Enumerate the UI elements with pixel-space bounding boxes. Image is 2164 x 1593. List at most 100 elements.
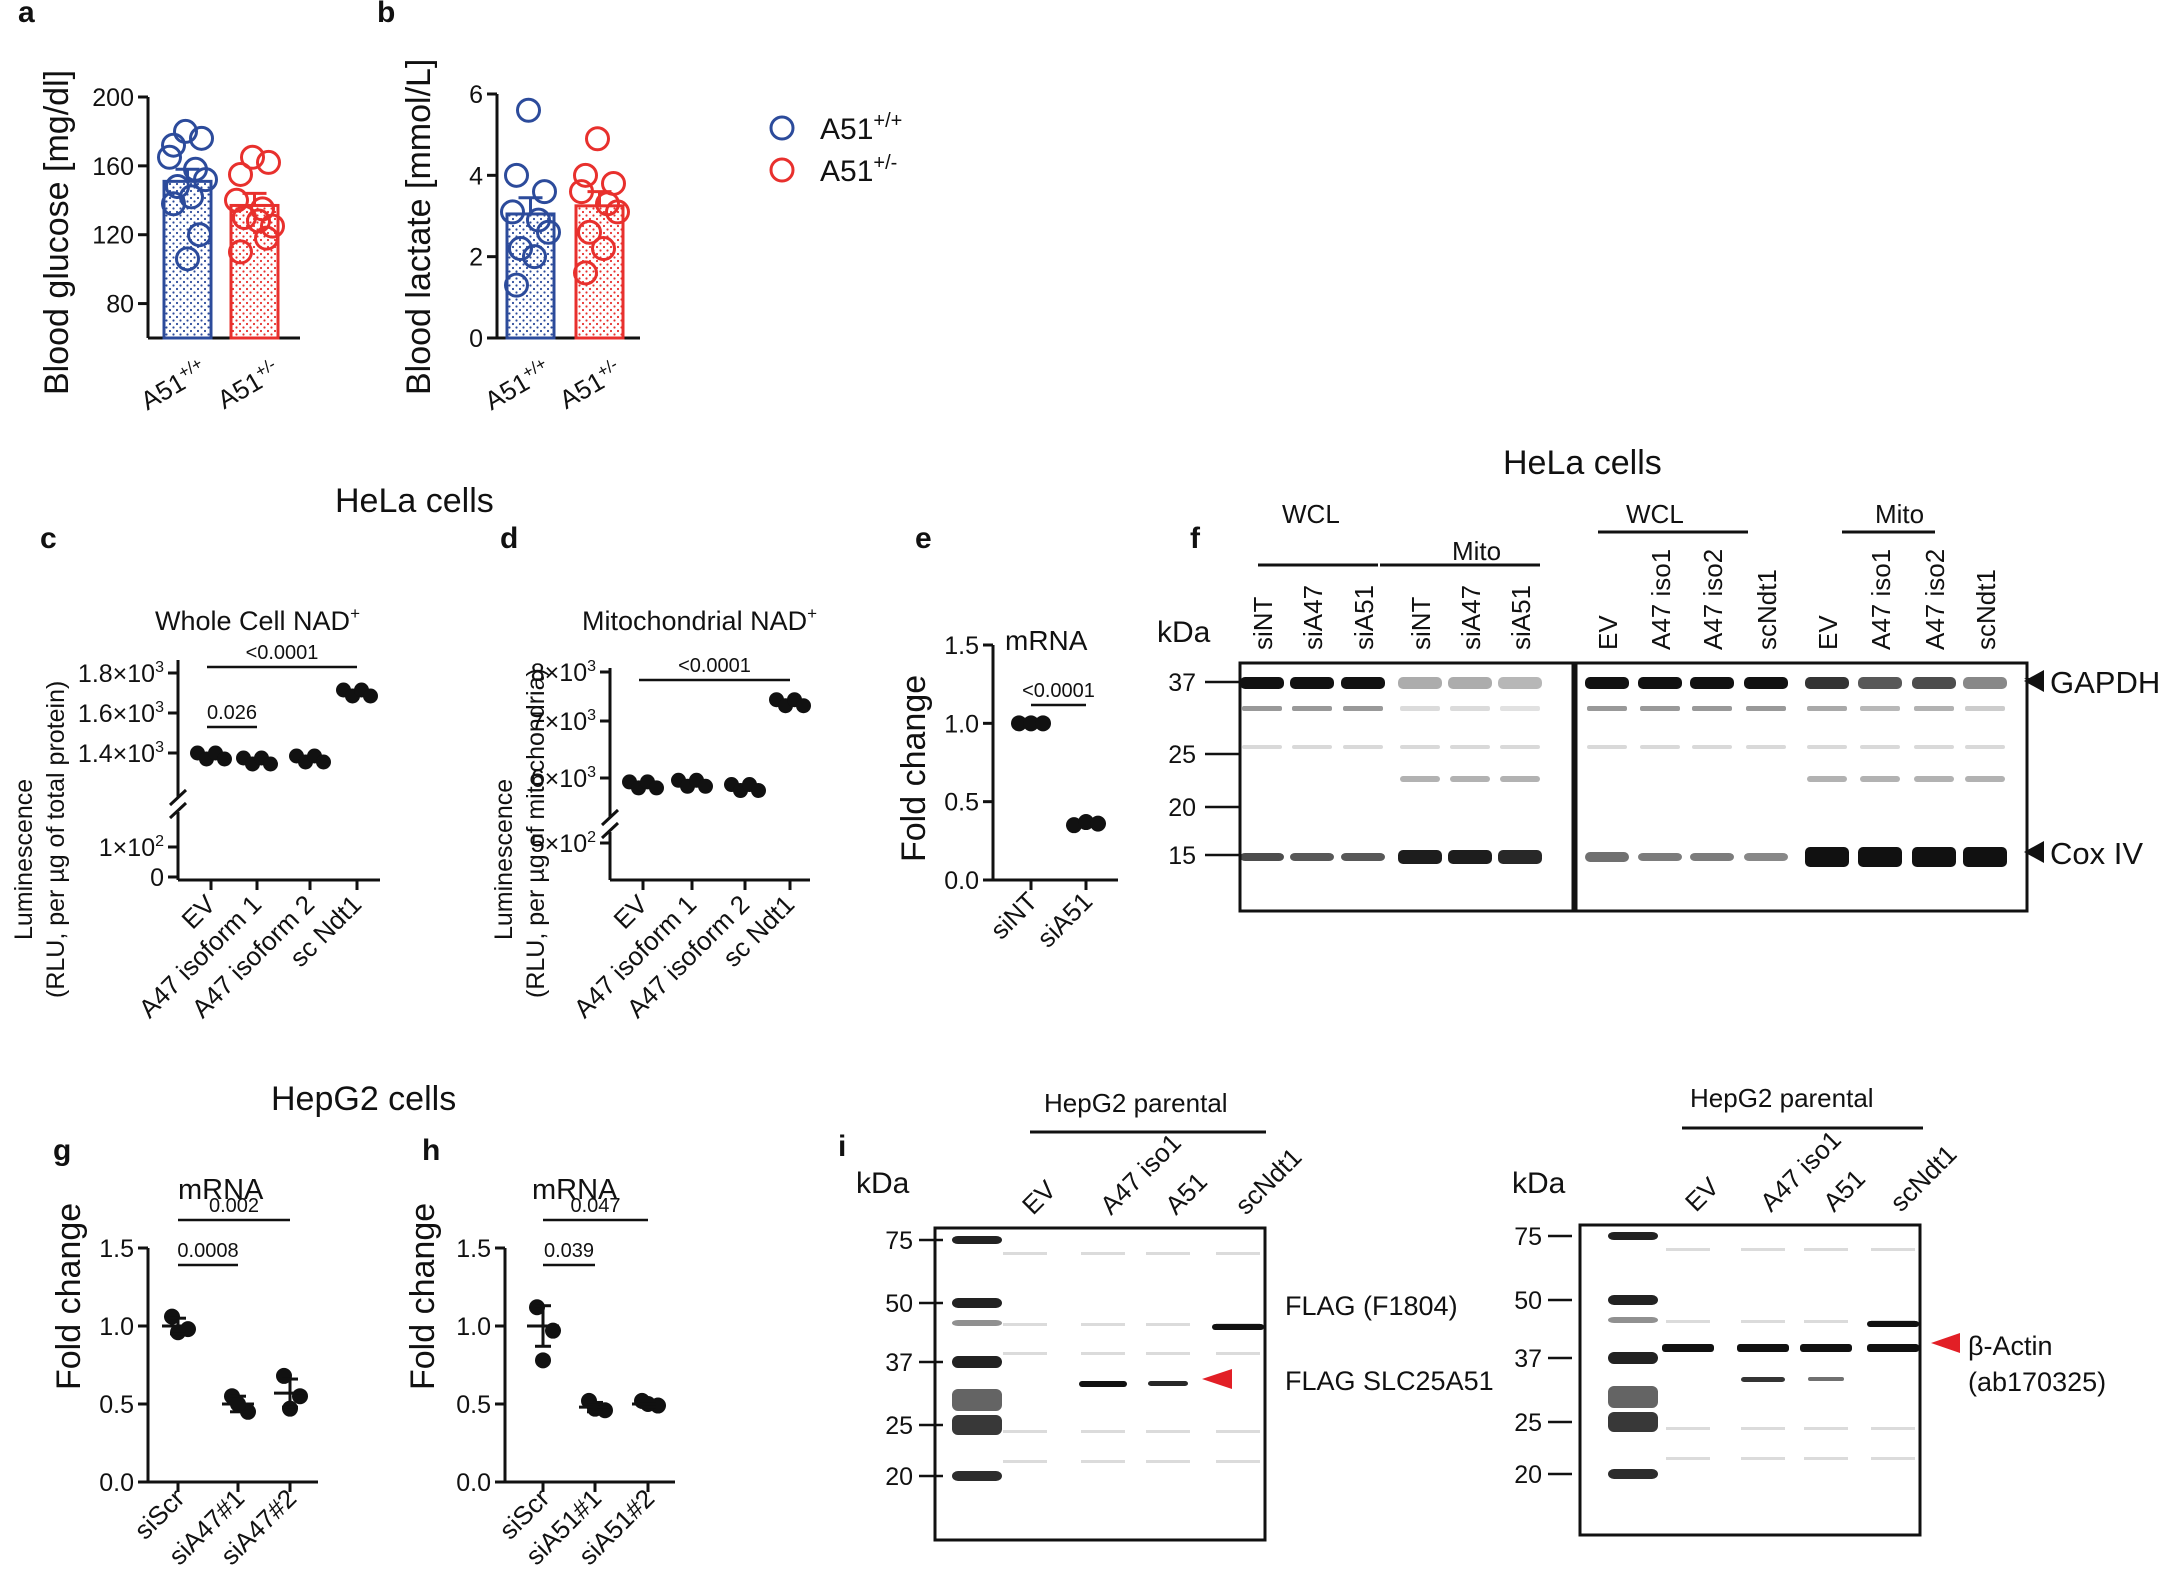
blot-f-band-minor (1450, 706, 1490, 711)
blot-f-band-minor (1400, 706, 1440, 711)
blot-i-band-a51 (1808, 1377, 1844, 1381)
chart-b-point (601, 170, 626, 196)
blot-i-ladder-band (952, 1389, 1002, 1411)
chart-e-ytick-label: 1.5 (944, 632, 979, 660)
chart-g-sig-label: 0.0008 (177, 1240, 238, 1262)
panel-label-g: g (53, 1134, 71, 1167)
chart-e-point (1066, 817, 1082, 834)
blot-f-band-coxiv (1690, 853, 1734, 861)
legend-het-marker (769, 157, 795, 183)
chart-g-point (292, 1388, 308, 1405)
blot-f-band-minor (1746, 706, 1786, 711)
blot-i-faint-band (1146, 1460, 1190, 1463)
chart-b: Blood lactate [mmol/L] 0 2 4 6 A51+/+ A51+/… (400, 59, 640, 416)
blot-i-band-flag-a51 (1148, 1381, 1188, 1386)
chart-d: Mitochondrial NAD+ Luminescence (RLU, pe… (490, 604, 817, 1024)
chart-b-point (573, 260, 598, 286)
blot-f-lane-label: A47 iso1 (1866, 549, 1896, 650)
blot-f-lane-label: EV (1813, 615, 1843, 650)
blot-f-band-faint (1640, 745, 1680, 749)
chart-e-point (1090, 815, 1106, 832)
chart-b-bar (505, 212, 556, 340)
chart-e: mRNA Fold change 0.00.51.01.5 siNTsiA51 … (895, 625, 1118, 953)
panel-label-f: f (1190, 522, 1201, 555)
blot-f-band-coxiv (1638, 853, 1682, 861)
chart-e-ytick-label: 0.5 (944, 789, 979, 817)
legend-wt-marker (769, 115, 795, 141)
blot-f-band-minor (1807, 706, 1847, 711)
legend: A51+/+ A51+/- (769, 110, 902, 188)
gapdh-arrow-icon (2024, 670, 2044, 692)
blot-i-lane-label: A51 (1159, 1166, 1213, 1220)
blot-f-marker-label: 15 (1168, 842, 1196, 870)
blot-i-faint-band (1081, 1460, 1125, 1463)
chart-d-ytick-label: 6×103 (531, 764, 596, 793)
chart-c-sig-label: 0.026 (207, 702, 257, 724)
blot-i-marker-label: 20 (1514, 1461, 1542, 1489)
chart-a-point (161, 191, 186, 217)
blot-f-band-mito (1807, 776, 1847, 782)
legend-wt-label: A51+/+ (820, 110, 902, 146)
hela-section-title: HeLa cells (335, 482, 494, 520)
chart-h-ytick-label: 0.5 (456, 1391, 491, 1419)
blot-f: WCL Mito WCL Mito siNT siA47 siA51 siNT siA4… (1157, 499, 2160, 913)
blot-f-band-gapdh (1912, 677, 1956, 689)
blot-f-band-coxiv (1963, 847, 2007, 867)
chart-g-ytick-label: 1.5 (99, 1235, 134, 1263)
blot-i-ladder-band (1608, 1412, 1658, 1432)
chart-b-ytick-label: 2 (469, 244, 483, 272)
blot-i-faint-band (1666, 1427, 1710, 1430)
blot-f-marker-label: 25 (1168, 741, 1196, 769)
chart-b-point (504, 162, 529, 188)
chart-h-sig-label: 0.047 (570, 1195, 620, 1217)
blot-f-band-mito (1965, 776, 2005, 782)
blot-i-faint-band (1146, 1252, 1190, 1255)
chart-g-title: mRNA (178, 1174, 264, 1206)
blot-f-band-minor (1860, 706, 1900, 711)
blot-f-band-coxiv (1805, 847, 1849, 867)
chart-a-xtick-het: A51+/- (212, 355, 285, 415)
blot-i-faint-band (1741, 1427, 1785, 1430)
blot-f-band-gapdh (1448, 677, 1492, 689)
blot-f-band-minor (1292, 706, 1332, 711)
blot-f-band-gapdh (1240, 677, 1284, 689)
blot-i-right-kda: kDa (1512, 1167, 1566, 1200)
blot-f-band-minor (1242, 706, 1282, 711)
blot-i-faint-band (1871, 1427, 1915, 1430)
chart-e-point (1023, 715, 1039, 732)
chart-c-ytick-label: 1.8×103 (78, 659, 164, 688)
blot-i-faint-band (1666, 1320, 1710, 1323)
blot-i-marker-label: 75 (1514, 1223, 1542, 1251)
chart-b-point (504, 272, 529, 298)
blot-f-band-minor (1343, 706, 1383, 711)
chart-a-point (161, 132, 186, 158)
blot-f-band-gapdh (1498, 677, 1542, 689)
blot-f-band-gapdh (1585, 677, 1629, 689)
chart-b-point (516, 97, 541, 123)
chart-d-point (751, 783, 766, 799)
blot-i-faint-band (1146, 1352, 1190, 1355)
blot-i-faint-band (1081, 1352, 1125, 1355)
blot-i-faint-band (1804, 1457, 1848, 1460)
chart-a-point (228, 161, 253, 187)
blot-f-target-coxiv: Cox IV (2050, 836, 2143, 871)
blot-f-band-mito (1860, 776, 1900, 782)
blot-i-ladder-band (952, 1415, 1002, 1435)
blot-f-band-faint (1450, 745, 1490, 749)
blot-f-lane-label: scNdt1 (1752, 569, 1782, 650)
chart-b-ytick-label: 6 (469, 81, 483, 109)
chart-c-point (217, 751, 232, 767)
blot-i-faint-band (1216, 1252, 1260, 1255)
chart-c-point (316, 754, 331, 770)
chart-a-point (240, 144, 265, 170)
blot-f-lane-label: EV (1593, 615, 1623, 650)
chart-e-ylabel: Fold change (895, 675, 933, 862)
blot-f-band-gapdh (1805, 677, 1849, 689)
blot-i-ladder-band (1608, 1317, 1658, 1323)
chart-a-point (157, 144, 182, 170)
chart-b-point (573, 162, 598, 188)
blot-f-band-mito (1914, 776, 1954, 782)
chart-a-point (232, 205, 257, 230)
blot-f-lane-label: siA51 (1349, 585, 1379, 650)
blot-i-band-a47 (1741, 1377, 1785, 1382)
